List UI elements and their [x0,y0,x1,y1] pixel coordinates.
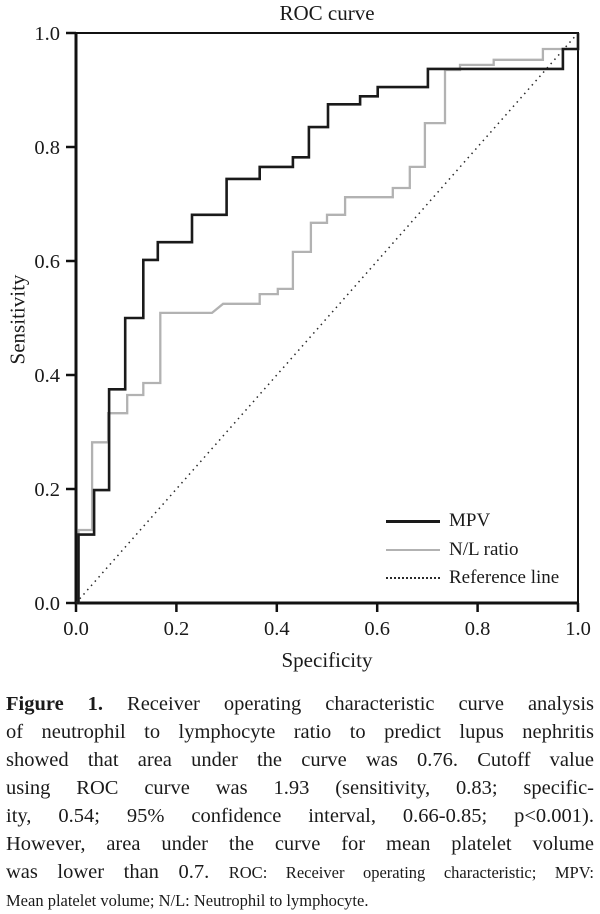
legend-label-nl-ratio: N/L ratio [449,538,519,560]
caption-line: ity, 0.54; 95% confidence interval, 0.66… [6,805,594,827]
legend-label-mpv: MPV [449,510,491,532]
x-tick-label: 0.8 [465,618,491,640]
y-axis-label: Sensitivity [5,274,30,365]
y-tick-label: 0.4 [34,365,60,387]
figure-caption: Figure 1. Receiver operating characteris… [0,690,600,914]
y-tick-label: 0.0 [34,593,60,615]
legend-item-reference-line: Reference line [386,564,559,593]
caption-text: Receiver operating characteristic curve … [127,693,594,715]
mpv-curve [76,33,580,605]
reference-line [75,32,579,604]
x-tick-label: 0.4 [264,618,290,640]
chart-title: ROC curve [279,1,375,25]
roc-chart: 0.0 0.2 0.4 0.6 0.8 1.0 0.0 0.2 0.4 0.6 0.8 1.0 ROC… [5,1,591,672]
caption-line: Figure 1. Receiver operating characteris… [6,690,594,718]
figure-number: Figure 1. [6,693,104,715]
caption-line: showed that area under the curve was 0.7… [6,749,594,771]
caption-line: However, area under the curve for mean p… [6,833,594,855]
nl-ratio-line-sample [386,548,440,551]
reference-line-sample [386,577,440,580]
caption-text: was lower than 0.7. [6,861,210,883]
x-tick-label: 0.0 [63,618,89,640]
x-tick-label: 0.6 [364,618,390,640]
y-tick-label: 1.0 [34,23,60,45]
roc-chart-canvas: 0.0 0.2 0.4 0.6 0.8 1.0 0.0 0.2 0.4 0.6 0.8 1.0 [34,23,591,640]
caption-line: was lower than 0.7. ROC: Receiver operat… [6,858,594,887]
legend-item-mpv: MPV [386,507,559,536]
caption-line: using ROC curve was 1.93 (sensitivity, 0… [6,777,594,799]
y-tick-label: 0.2 [34,479,60,501]
caption-line: of neutrophil to lymphocyte ratio to pre… [6,721,594,743]
legend-item-nl-ratio: N/L ratio [386,536,559,565]
x-axis-label: Specificity [281,648,373,672]
legend-label-reference-line: Reference line [449,567,560,589]
legend: MPV N/L ratio Reference line [386,507,559,593]
x-tick-label: 0.2 [164,618,190,640]
y-tick-label: 0.6 [34,251,60,273]
mpv-line-sample [386,519,440,523]
x-tick-label: 1.0 [565,618,591,640]
caption-line: Mean platelet volume; N/L: Neutrophil to… [6,891,369,910]
caption-abbreviations: ROC: Receiver operating characteristic; … [228,863,595,882]
y-tick-label: 0.8 [34,137,60,159]
